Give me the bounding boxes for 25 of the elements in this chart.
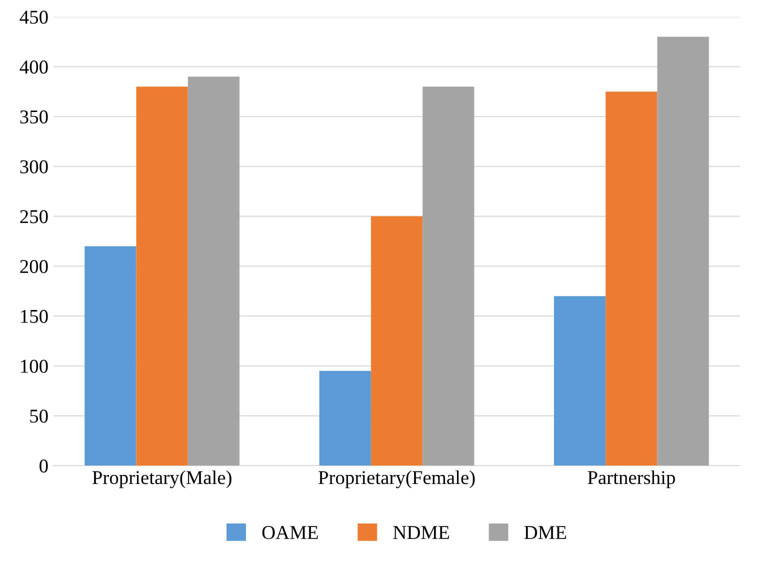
bar — [606, 92, 658, 466]
bar — [657, 36, 709, 466]
y-tick-label: 450 — [20, 10, 48, 24]
bar — [422, 86, 474, 466]
y-tick-label: 100 — [21, 360, 48, 373]
y-tick-label: 200 — [20, 260, 48, 274]
bar — [136, 86, 188, 466]
x-tick-label: Proprietary(Female) — [318, 470, 475, 488]
y-tick-label: 400 — [20, 60, 48, 74]
legend-label: NDME — [393, 526, 449, 539]
x-tick-label: Proprietary(Male) — [92, 470, 232, 488]
bar — [188, 76, 240, 466]
bar — [84, 246, 136, 466]
bar — [554, 296, 606, 466]
bar — [319, 370, 371, 466]
y-tick-label: 0 — [40, 459, 48, 473]
y-tick-label: 350 — [20, 110, 48, 124]
bar — [370, 216, 423, 466]
x-tick-label: Partnership — [588, 470, 675, 488]
y-tick-label: 150 — [21, 310, 48, 323]
legend-label: DME — [524, 526, 566, 539]
legend-label: OAME — [262, 526, 318, 540]
y-tick-label: 250 — [20, 210, 48, 224]
y-tick-label: 50 — [30, 410, 48, 423]
y-tick-label: 300 — [20, 160, 48, 174]
